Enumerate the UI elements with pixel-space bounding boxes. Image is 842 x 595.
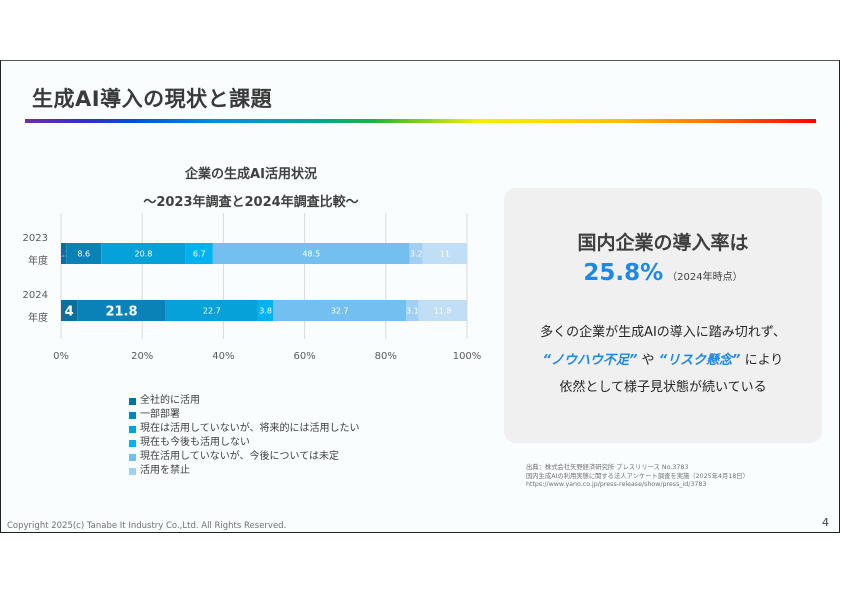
- bar-segment: [185, 243, 213, 264]
- legend-label: 全社的に活用: [140, 395, 200, 406]
- summary-card: 国内企業の導入率は 25.8% （2024年時点） 多くの企業が生成AIの導入に踏…: [504, 188, 822, 443]
- bar-segment: [77, 300, 166, 321]
- card-text-end: により: [740, 353, 784, 368]
- data-label: 22.7: [203, 307, 221, 316]
- data-label: 3.2: [410, 250, 423, 259]
- highlight-knowhow: “ノウハウ不足”: [542, 353, 638, 368]
- card-text-line3: 依然として様子見状態が続いている: [559, 380, 767, 395]
- x-tick-label: 40%: [212, 351, 234, 362]
- highlight-risk: “リスク懸念”: [658, 353, 741, 368]
- bar-segment: [257, 300, 274, 321]
- bar-segment: [418, 300, 467, 321]
- adoption-rate: 25.8% （2024年時点）: [504, 260, 822, 286]
- bar-segment: [61, 243, 67, 264]
- data-label: 21.8: [105, 305, 137, 320]
- bar-segment: [273, 300, 407, 321]
- legend-swatch: [129, 425, 136, 433]
- data-label: 8.6: [77, 250, 90, 259]
- card-text-line1: 多くの企業が生成AIの導入に踏み切れず、: [540, 325, 786, 340]
- source-citation: 出典：株式会社矢野経済研究所 プレスリリース No.3783 国内生成AIの利用…: [526, 464, 749, 490]
- bar-segment: [422, 243, 468, 264]
- data-label: 11.8: [434, 307, 452, 316]
- legend-swatch: [129, 397, 136, 405]
- data-label: 3.1: [406, 307, 419, 316]
- category-label-suffix: 年度: [28, 254, 48, 267]
- data-label: 6.7: [193, 250, 206, 259]
- card-heading: 国内企業の導入率は: [577, 232, 749, 254]
- bar-segment: [409, 243, 423, 264]
- data-label: 11: [440, 250, 450, 259]
- legend-item: 現在活用していないが、今後については未定: [129, 450, 360, 464]
- category-label-year: 2023: [23, 233, 48, 244]
- bar-segment: [165, 300, 258, 321]
- chart-title: 企業の生成AI活用状況: [185, 167, 317, 182]
- card-text-connector: や: [637, 353, 659, 368]
- category-label-year: 2024: [23, 290, 48, 301]
- source-line2: 国内生成AIの利用実態に関する法人アンケート調査を実施（2025年4月18日）: [526, 472, 749, 480]
- page-number: 4: [822, 516, 829, 529]
- bar-segment: [61, 300, 78, 321]
- x-tick-label: 0%: [53, 351, 69, 362]
- legend-swatch: [129, 439, 136, 447]
- legend-label: 現在活用していないが、今後については未定: [140, 451, 339, 462]
- legend-label: 一部部署: [140, 409, 180, 420]
- source-url[interactable]: https://www.yano.co.jp/press-release/sho…: [526, 481, 707, 488]
- x-tick-label: 20%: [131, 351, 153, 362]
- legend-item: 全社的に活用: [129, 394, 360, 408]
- legend-item: 現在も今後も活用しない: [129, 436, 360, 450]
- legend-swatch: [129, 467, 136, 475]
- bar-segment: [101, 243, 186, 264]
- bar-segment: [212, 243, 410, 264]
- rainbow-divider: [25, 119, 816, 123]
- legend-item: 一部部署: [129, 408, 360, 422]
- legend-swatch: [129, 411, 136, 419]
- chart-legend: 全社的に活用 一部部署現在は活用していないが、将来的には活用したい 現在も今後も活用…: [129, 394, 360, 478]
- x-tick-label: 100%: [453, 351, 482, 362]
- category-label-suffix: 年度: [28, 311, 48, 324]
- slide-title: 生成AI導入の現状と課題: [32, 87, 273, 111]
- card-text-line2: “ノウハウ不足” や “リスク懸念” により: [504, 349, 822, 368]
- data-label: 3.8: [259, 307, 272, 316]
- data-label: 48.5: [302, 250, 320, 259]
- chart-subtitle: ～2023年調査と2024年調査比較～: [143, 195, 359, 210]
- legend-item: 活用を禁止: [129, 464, 360, 478]
- bar-segment: [66, 243, 102, 264]
- data-label: 4: [65, 305, 74, 320]
- data-label: 1.3: [57, 250, 70, 259]
- data-label: 20.8: [135, 250, 153, 259]
- bar-segment: [406, 300, 419, 321]
- copyright: Copyright 2025(c) Tanabe It Industry Co.…: [7, 521, 287, 531]
- legend-label: 活用を禁止: [140, 465, 190, 476]
- x-tick-label: 60%: [293, 351, 315, 362]
- legend-swatch: [129, 453, 136, 461]
- x-tick-label: 80%: [375, 351, 397, 362]
- stacked-bar-chart: 0% 20% 40% 60% 80% 100% 2023 年度 2024 年度 1.3 8.6 20.8…: [23, 213, 482, 362]
- legend-label: 現在も今後も活用しない: [140, 437, 250, 448]
- legend-item: 現在は活用していないが、将来的には活用したい: [129, 422, 360, 436]
- slide: 生成AI導入の現状と課題 企業の生成AI活用状況 ～2023年調査と2024年調…: [0, 60, 840, 533]
- legend-label: 現在は活用していないが、将来的には活用したい: [140, 423, 360, 434]
- adoption-rate-value: 25.8%: [583, 260, 664, 286]
- source-line1: 出典：株式会社矢野経済研究所 プレスリリース No.3783: [526, 464, 689, 471]
- adoption-rate-note: （2024年時点）: [667, 272, 743, 283]
- data-label: 32.7: [331, 307, 349, 316]
